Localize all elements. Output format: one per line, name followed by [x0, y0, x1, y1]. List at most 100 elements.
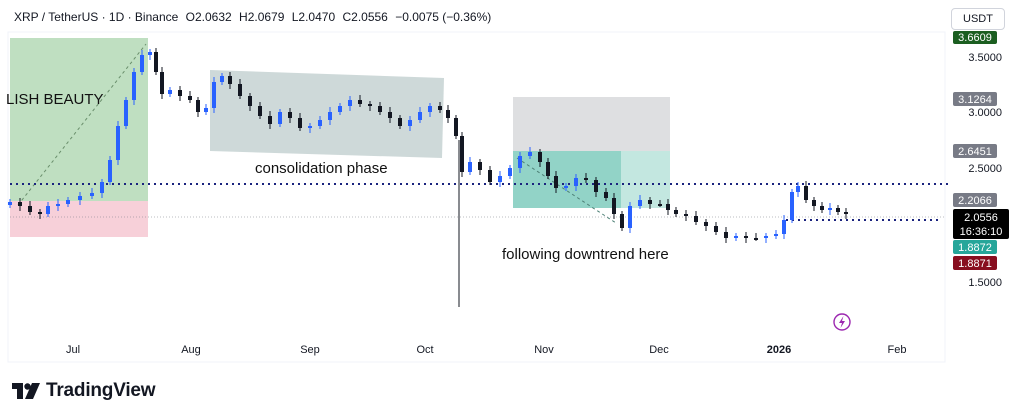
short-profit-box[interactable] [513, 151, 621, 208]
candle-body [258, 106, 262, 116]
candle-body [460, 136, 464, 172]
candle-body [812, 200, 816, 206]
price-badge-label: 3.6609 [958, 32, 992, 44]
target-zone-box[interactable] [513, 97, 670, 151]
candle-body [508, 168, 512, 176]
candle-body [288, 112, 292, 118]
candle-body [684, 214, 688, 216]
candle-body [438, 106, 442, 110]
candle-body [828, 208, 832, 210]
bullish-annotation[interactable]: LISH BEAUTY [6, 91, 104, 108]
candle-body [358, 100, 362, 104]
candle-body [28, 206, 32, 212]
candle-body [132, 72, 136, 100]
candle-body [488, 170, 492, 182]
symbol-header: XRP / TetherUS · 1D · Binance O2.0632 H2… [14, 10, 491, 24]
candlestick-series [8, 48, 848, 307]
candle-body [212, 82, 216, 108]
candle-body [584, 178, 588, 180]
candle-body [116, 126, 120, 160]
candle-body [268, 116, 272, 124]
time-tick: Jul [66, 344, 80, 356]
candle-body [454, 118, 458, 136]
candle-body [46, 206, 50, 214]
candle-body [348, 100, 352, 106]
candle-body [148, 52, 152, 55]
price-axis[interactable]: 3.5000 3.0000 2.5000 1.5000 3.6609 3.126… [953, 31, 1009, 289]
candle-body [398, 118, 402, 126]
open-value: O2.0632 [185, 10, 232, 24]
candle-body [468, 162, 472, 172]
candle-body [328, 112, 332, 120]
candle-body [338, 106, 342, 112]
candle-body [574, 178, 578, 186]
candle-body [298, 118, 302, 128]
candle-body [764, 236, 768, 238]
candle-body [140, 55, 144, 72]
candle-body [674, 210, 678, 214]
countdown-label: 16:36:10 [960, 226, 1003, 238]
candle-body [666, 204, 670, 210]
price-badge-bid [953, 240, 997, 254]
candle-body [804, 186, 808, 200]
tradingview-logo-icon [12, 383, 40, 399]
price-badge-label: 2.2066 [958, 195, 992, 207]
candle-body [604, 192, 608, 198]
short-profit-extension[interactable] [621, 151, 670, 208]
candle-body [368, 104, 372, 106]
candle-body [782, 220, 786, 234]
candle-body [178, 90, 182, 96]
chart-pane-border [7, 31, 946, 363]
candle-body [196, 100, 200, 112]
candle-body [714, 226, 718, 232]
time-tick: Nov [534, 344, 554, 356]
tradingview-wordmark: TradingView [46, 380, 156, 401]
candle-body [620, 214, 624, 228]
candle-body [790, 192, 794, 220]
time-axis[interactable]: Jul Aug Sep Oct Nov Dec 2026 Feb [66, 344, 907, 356]
last-price-label: 2.0556 [964, 212, 998, 224]
candle-body [220, 76, 224, 82]
candle-body [820, 206, 824, 210]
candle-body [78, 196, 82, 200]
candle-body [754, 238, 758, 240]
candle-body [238, 84, 242, 96]
candle-body [100, 182, 104, 193]
price-badge-high [953, 31, 997, 44]
tradingview-logo[interactable]: TradingView [12, 378, 156, 404]
candle-body [744, 236, 748, 238]
candle-body [446, 110, 450, 118]
candle-body [38, 212, 42, 214]
candle-body [638, 200, 642, 206]
price-badge-label: 3.1264 [958, 94, 992, 106]
time-tick: 2026 [767, 344, 791, 356]
candle-body [248, 96, 252, 106]
lightning-icon[interactable] [833, 313, 851, 331]
candle-body [154, 52, 158, 72]
consolidation-box[interactable] [210, 70, 444, 158]
stop-zone-box[interactable] [10, 201, 148, 237]
candle-body [56, 204, 60, 206]
candle-body [478, 162, 482, 170]
symbol-label[interactable]: XRP / TetherUS · 1D · Binance [14, 10, 179, 24]
candle-body [188, 96, 192, 100]
candle-body [318, 120, 322, 126]
bullish-trend-line[interactable] [17, 43, 147, 206]
candle-body [498, 176, 502, 182]
candle-body [168, 90, 172, 94]
last-price-badge [953, 209, 1009, 239]
candle-body [594, 180, 598, 192]
price-tick: 3.0000 [968, 107, 1002, 119]
downtrend-annotation[interactable]: following downtrend here [502, 246, 669, 263]
change-value: −0.0075 (−0.36%) [395, 10, 492, 24]
consolidation-annotation[interactable]: consolidation phase [255, 160, 388, 177]
currency-button[interactable]: USDT [951, 8, 1005, 30]
candle-body [704, 222, 708, 226]
high-value: H2.0679 [239, 10, 285, 24]
downtrend-projection-line[interactable] [516, 157, 617, 224]
candle-body [612, 198, 616, 214]
candle-body [90, 193, 94, 196]
candle-body [308, 126, 312, 128]
